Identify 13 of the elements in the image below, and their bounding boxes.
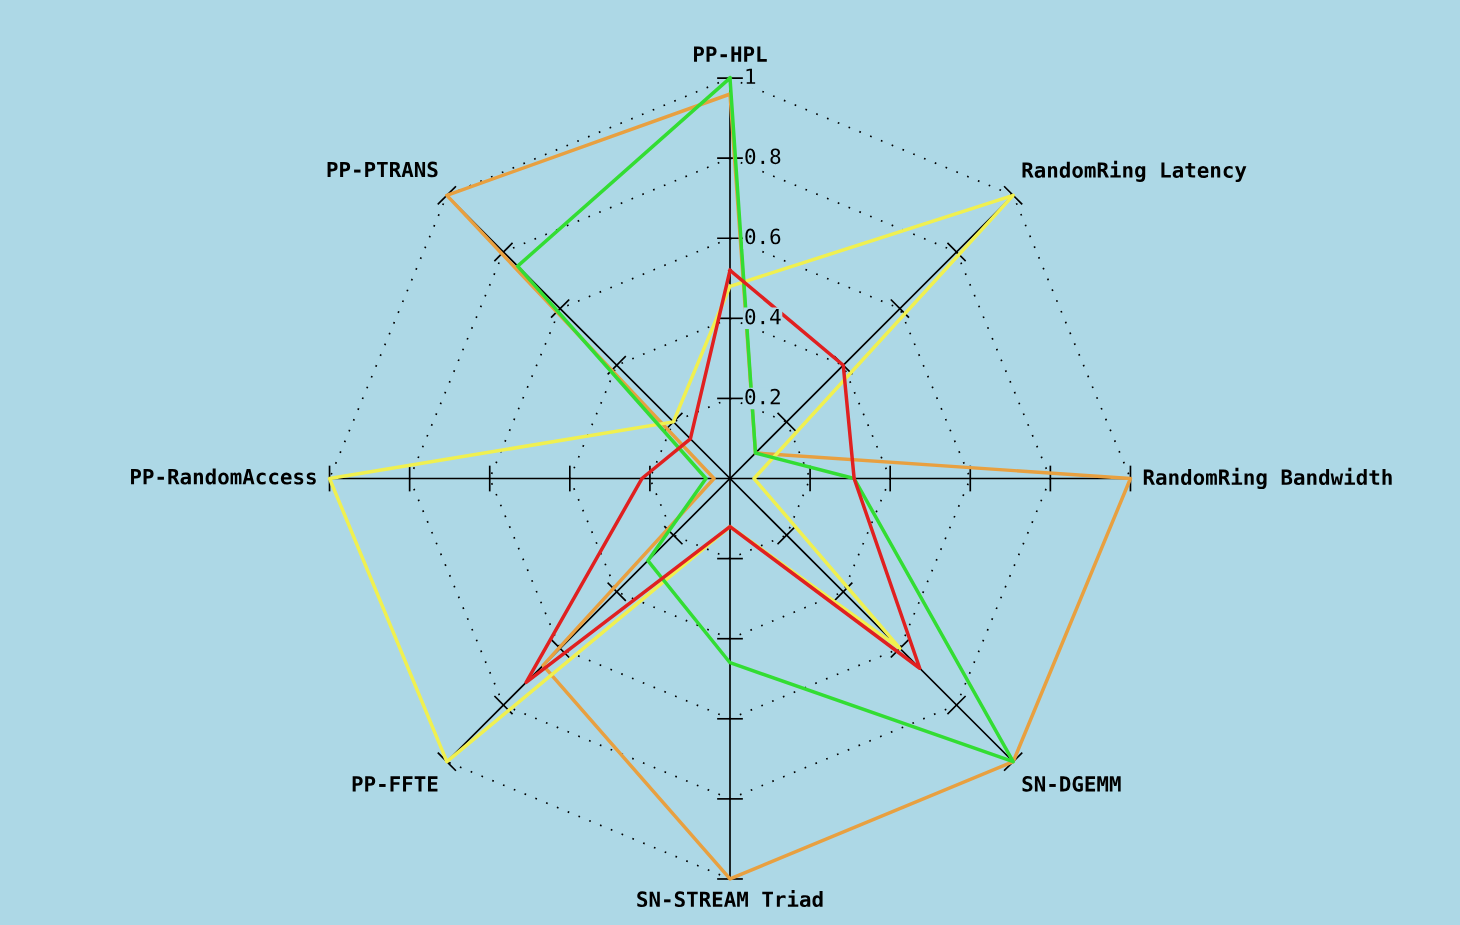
spoke-label: PP-HPL <box>694 46 767 62</box>
spoke-label: PP-RandomAccess <box>131 468 316 485</box>
y-tick-label: 0.8 <box>745 148 781 165</box>
spoke-label: RandomRing Bandwidth <box>1143 467 1392 490</box>
y-tick-label: 1 <box>746 68 756 84</box>
y-tick-label: 0.2 <box>745 388 780 405</box>
spoke-label: RandomRing Latency <box>1022 160 1247 182</box>
y-tick-label: 0.6 <box>745 228 781 245</box>
spoke-label: PP-FFTE <box>352 776 438 792</box>
spoke-label: PP-PTRANS <box>327 161 438 178</box>
spoke-label: SN-STREAM Triad <box>637 889 823 908</box>
spoke-label: SN-DGEMM <box>1022 776 1121 792</box>
y-tick-label: 0.4 <box>745 308 781 325</box>
